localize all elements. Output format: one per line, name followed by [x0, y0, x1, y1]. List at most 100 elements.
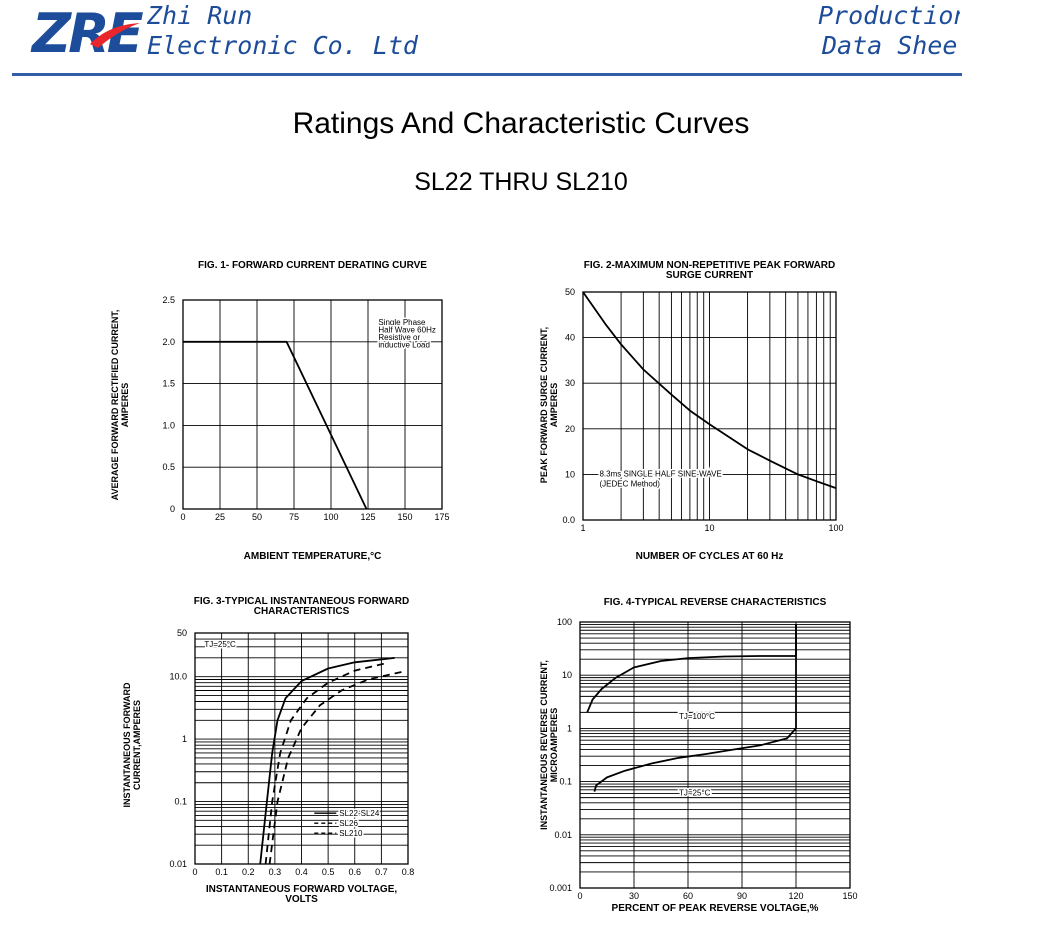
- fig3-series-line-1: [259, 657, 395, 865]
- fig1-x-axis-label: AMBIENT TEMPERATURE,°C: [244, 551, 382, 562]
- fig3-legend-label: SL210: [339, 829, 363, 838]
- fig1-grid: [183, 300, 442, 509]
- fig2-x-tick-label: 1: [580, 523, 585, 533]
- fig4-series-line-1: [586, 624, 797, 713]
- fig3-series-line-2: [264, 662, 387, 865]
- fig1-x-tick-label: 175: [434, 512, 449, 522]
- fig3-y-tick-label: 0.01: [169, 859, 187, 869]
- fig4-x-tick-label: 60: [683, 891, 693, 901]
- fig2-y-tick-label: 20: [565, 424, 575, 434]
- fig1-title: FIG. 1- FORWARD CURRENT DERATING CURVE: [198, 260, 427, 271]
- fig2-y-tick-label: 10: [565, 469, 575, 479]
- fig2-y-tick-label: 50: [565, 287, 575, 297]
- fig3-title: FIG. 3-TYPICAL INSTANTANEOUS FORWARD: [194, 596, 409, 607]
- fig3-grid: [195, 633, 408, 864]
- fig4-grid: [580, 622, 850, 888]
- fig2-plot-frame: [582, 291, 837, 521]
- fig2-y-tick-label: 30: [565, 378, 575, 388]
- company-name-line2: Electronic Co. Ltd: [147, 31, 418, 60]
- fig1-y-tick-label: 2.5: [162, 295, 175, 305]
- fig1-x-tick-label: 25: [215, 512, 225, 522]
- fig3-legend-label: SL22-SL24: [339, 809, 380, 818]
- fig4-y-tick-label: 0.1: [559, 777, 572, 787]
- fig1-y-tick-label: 2.0: [162, 337, 175, 347]
- fig4-y-axis-label: INSTANTANEOUS REVERSE CURRENT,: [539, 660, 549, 830]
- fig4-y-tick-label: 0.001: [549, 883, 572, 893]
- fig4-x-tick-label: 90: [737, 891, 747, 901]
- fig3-y-tick-label: 50: [177, 628, 187, 638]
- fig3-y-axis-label: INSTANTANEOUS FORWARD: [122, 682, 132, 807]
- fig1-y-axis-label: AMPERES: [120, 383, 130, 428]
- fig1-chart: 0 25 50 75 100 125 150 175 0 0.5 1.0 1.5 2.0 2.5 FIG. …: [110, 260, 450, 562]
- fig2-title: FIG. 2-MAXIMUM NON-REPETITIVE PEAK FORWA…: [584, 260, 836, 271]
- fig1-x-tick-label: 75: [289, 512, 299, 522]
- fig4-y-tick-label: 10: [562, 670, 572, 680]
- fig3-x-tick-label: 0.3: [269, 867, 282, 877]
- page-title: Ratings And Characteristic Curves: [292, 107, 750, 140]
- fig4-x-tick-label: 30: [629, 891, 639, 901]
- fig1-y-tick-label: 1.5: [162, 379, 175, 389]
- fig3-y-axis-label: CURRENT,AMPERES: [132, 700, 142, 790]
- fig3-x-tick-label: 0: [192, 867, 197, 877]
- fig1-y-tick-label: 0: [170, 504, 175, 514]
- fig4-annotation: TJ=100°C: [679, 712, 715, 721]
- fig1-x-tick-label: 100: [323, 512, 338, 522]
- document-type-line1: Production: [818, 2, 960, 30]
- fig1-x-tick-label: 0: [180, 512, 185, 522]
- fig4-annotation: TJ=25°C: [679, 788, 711, 797]
- fig2-annotation: 8.3ms SINGLE HALF SINE-WAVE: [599, 470, 721, 479]
- fig2-x-axis-label: NUMBER OF CYCLES AT 60 Hz: [636, 551, 784, 562]
- fig4-x-tick-label: 150: [842, 891, 857, 901]
- fig4-x-tick-label: 120: [788, 891, 803, 901]
- fig1-x-tick-label: 150: [397, 512, 412, 522]
- fig3-title: CHARACTERISTICS: [254, 606, 350, 617]
- document-type-block: Production Data Sheet: [818, 2, 960, 64]
- fig4-y-tick-label: 1: [567, 723, 572, 733]
- fig4-x-tick-label: 0: [577, 891, 582, 901]
- fig2-series-line-1: [582, 291, 837, 489]
- fig2-y-axis-label: AMPERES: [549, 383, 559, 428]
- fig2-y-tick-label: 0.0: [562, 515, 575, 525]
- fig3-y-tick-label: 0.1: [174, 797, 187, 807]
- fig3-chart: 0 0.1 0.2 0.3 0.4 0.5 0.6 0.7 0.8 0.01 0.1 1 10.0 50 F…: [122, 596, 414, 905]
- fig3-x-tick-label: 0.1: [215, 867, 228, 877]
- fig1-y-tick-label: 1.0: [162, 420, 175, 430]
- fig1-annotation: Half Wave 60Hz: [378, 326, 436, 335]
- fig2-y-axis-label: PEAK FORWARD SURGE CURRENT,: [539, 327, 549, 483]
- fig1-x-tick-label: 125: [360, 512, 375, 522]
- company-name-line1: Zhi Run: [147, 1, 253, 30]
- fig2-grid: [583, 292, 836, 520]
- fig3-x-tick-label: 0.6: [348, 867, 361, 877]
- fig4-y-tick-label: 100: [557, 617, 572, 627]
- logo-swoosh-icon: [90, 23, 140, 48]
- fig3-x-tick-label: 0.5: [322, 867, 335, 877]
- fig3-plot-frame: [194, 632, 409, 865]
- fig4-chart: 0 30 60 90 120 150 0.001 0.01 0.1 1 10 100 FIG. 4-TY…: [539, 597, 858, 914]
- fig3-x-axis-label: INSTANTANEOUS FORWARD VOLTAGE,: [206, 884, 398, 895]
- fig4-x-axis-label: PERCENT OF PEAK REVERSE VOLTAGE,%: [612, 903, 819, 914]
- page-subtitle: SL22 THRU SL210: [414, 168, 628, 196]
- fig2-y-tick-label: 40: [565, 333, 575, 343]
- fig1-annotation: Resistive or: [378, 333, 420, 342]
- header-rule: [12, 73, 962, 76]
- fig1-annotation: inductive Load: [378, 341, 430, 350]
- fig2-x-tick-label: 100: [828, 523, 843, 533]
- fig1-y-axis-label: AVERAGE FORWARD RECTIFIED CURRENT,: [110, 310, 120, 501]
- fig4-plot-frame: [579, 621, 851, 889]
- fig2-x-tick-label: 10: [704, 523, 714, 533]
- fig3-x-tick-label: 0.4: [295, 867, 308, 877]
- fig1-annotation: Single Phase: [378, 318, 426, 327]
- company-logo: ZRE: [32, 2, 144, 65]
- fig3-annotation: TJ=25°C: [204, 640, 236, 649]
- fig1-x-tick-label: 50: [252, 512, 262, 522]
- fig1-series-line-1: [183, 340, 368, 510]
- fig2-chart: 1 10 100 0.0 10 20 30 40 50 FIG. 2-MAXIMUM NON-RE…: [539, 260, 844, 562]
- document-type-line2: Data Sheet: [822, 31, 960, 60]
- fig3-x-tick-label: 0.7: [375, 867, 388, 877]
- fig3-x-tick-label: 0.8: [402, 867, 415, 877]
- fig3-legend-label: SL26: [339, 819, 358, 828]
- logo-swoosh-shape: [90, 23, 140, 48]
- fig2-annotation: (JEDEC Method): [599, 479, 660, 488]
